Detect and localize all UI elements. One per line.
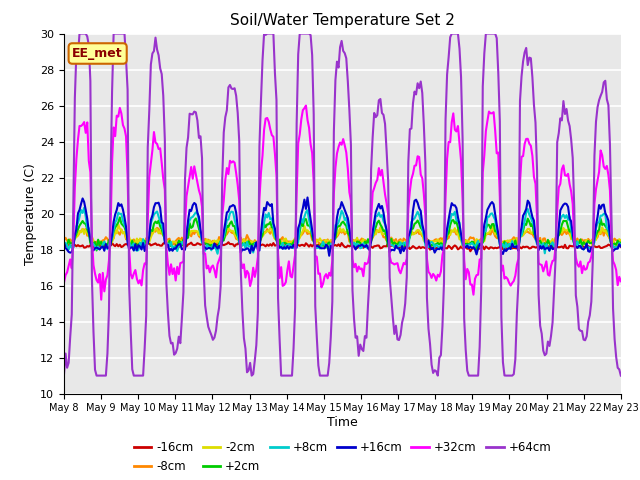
- Legend: -16cm, -8cm, -2cm, +2cm, +8cm, +16cm, +32cm, +64cm: -16cm, -8cm, -2cm, +2cm, +8cm, +16cm, +3…: [129, 436, 556, 478]
- +16cm: [226, 204, 234, 209]
- Text: EE_met: EE_met: [72, 47, 123, 60]
- +64cm: [229, 86, 237, 92]
- +32cm: [307, 142, 314, 147]
- +8cm: [214, 251, 221, 257]
- +2cm: [60, 242, 68, 248]
- -2cm: [589, 246, 596, 252]
- X-axis label: Time: Time: [327, 416, 358, 429]
- -8cm: [589, 236, 596, 241]
- +16cm: [129, 244, 136, 250]
- +2cm: [248, 242, 255, 248]
- -8cm: [246, 238, 254, 244]
- +2cm: [116, 215, 124, 220]
- -16cm: [246, 240, 254, 246]
- +32cm: [60, 280, 68, 286]
- -8cm: [305, 230, 313, 236]
- +32cm: [589, 244, 596, 250]
- +32cm: [255, 196, 263, 202]
- +16cm: [303, 194, 311, 200]
- +16cm: [325, 253, 333, 259]
- +8cm: [81, 205, 88, 211]
- +8cm: [229, 209, 237, 215]
- +32cm: [97, 297, 105, 302]
- +16cm: [254, 247, 262, 253]
- -16cm: [255, 243, 263, 249]
- +2cm: [131, 240, 139, 246]
- +64cm: [257, 97, 265, 103]
- +2cm: [229, 223, 237, 229]
- +32cm: [246, 283, 254, 289]
- Line: -2cm: -2cm: [64, 225, 621, 249]
- +16cm: [589, 245, 596, 251]
- Line: +2cm: +2cm: [64, 217, 621, 251]
- +8cm: [60, 241, 68, 247]
- -8cm: [228, 230, 236, 236]
- +16cm: [617, 243, 625, 249]
- -2cm: [115, 222, 122, 228]
- Line: +8cm: +8cm: [64, 208, 621, 254]
- +64cm: [76, 31, 83, 36]
- -2cm: [255, 238, 263, 243]
- +64cm: [307, 32, 314, 38]
- +8cm: [307, 225, 314, 231]
- -8cm: [504, 242, 511, 248]
- +32cm: [302, 103, 310, 108]
- +32cm: [617, 278, 625, 284]
- -16cm: [60, 242, 68, 248]
- Y-axis label: Temperature (C): Temperature (C): [24, 163, 37, 264]
- -8cm: [617, 238, 625, 243]
- +32cm: [130, 271, 138, 276]
- +16cm: [305, 206, 313, 212]
- -2cm: [228, 228, 236, 234]
- +16cm: [244, 246, 252, 252]
- -2cm: [305, 229, 313, 235]
- Line: +64cm: +64cm: [64, 34, 621, 375]
- +2cm: [307, 224, 314, 230]
- -2cm: [588, 238, 595, 244]
- +2cm: [93, 248, 100, 253]
- -16cm: [226, 241, 234, 247]
- +8cm: [617, 243, 625, 249]
- +64cm: [60, 372, 68, 377]
- -16cm: [617, 244, 625, 250]
- -16cm: [467, 249, 474, 254]
- Line: +32cm: +32cm: [64, 106, 621, 300]
- +8cm: [257, 230, 265, 236]
- Line: +16cm: +16cm: [64, 197, 621, 256]
- -2cm: [617, 238, 625, 243]
- -16cm: [129, 243, 136, 249]
- +64cm: [617, 372, 625, 378]
- +64cm: [131, 372, 139, 378]
- Line: -8cm: -8cm: [64, 228, 621, 245]
- -8cm: [129, 239, 136, 244]
- +64cm: [248, 372, 255, 378]
- +64cm: [589, 255, 596, 261]
- -8cm: [60, 237, 68, 242]
- +16cm: [60, 240, 68, 246]
- -2cm: [130, 241, 138, 247]
- +64cm: [93, 372, 100, 378]
- +8cm: [248, 245, 255, 251]
- +2cm: [257, 235, 265, 241]
- -2cm: [60, 239, 68, 245]
- +32cm: [228, 160, 236, 166]
- Title: Soil/Water Temperature Set 2: Soil/Water Temperature Set 2: [230, 13, 455, 28]
- +8cm: [130, 240, 138, 246]
- -16cm: [305, 244, 313, 250]
- -16cm: [236, 239, 243, 245]
- +8cm: [589, 243, 596, 249]
- -8cm: [153, 225, 161, 231]
- +2cm: [617, 240, 625, 245]
- -2cm: [246, 240, 254, 245]
- -16cm: [589, 243, 596, 249]
- Line: -16cm: -16cm: [64, 242, 621, 252]
- +2cm: [589, 239, 596, 245]
- -8cm: [255, 238, 263, 244]
